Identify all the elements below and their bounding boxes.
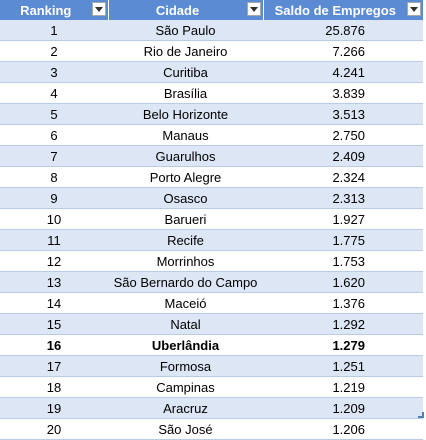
cell-cidade[interactable]: São Bernardo do Campo bbox=[108, 271, 263, 293]
cell-ranking[interactable]: 14 bbox=[0, 292, 108, 314]
cell-saldo[interactable]: 1.376 bbox=[263, 292, 423, 314]
table-row[interactable]: 7 Guarulhos 2.409 bbox=[0, 145, 423, 167]
cell-saldo[interactable]: 4.241 bbox=[263, 61, 423, 83]
cell-cidade[interactable]: Morrinhos bbox=[108, 250, 263, 272]
table-row[interactable]: 11 Recife 1.775 bbox=[0, 229, 423, 251]
cell-saldo[interactable]: 1.251 bbox=[263, 355, 423, 377]
cell-saldo[interactable]: 1.927 bbox=[263, 208, 423, 230]
cell-saldo[interactable]: 1.775 bbox=[263, 229, 423, 251]
dropdown-arrow-icon bbox=[94, 6, 103, 12]
dropdown-arrow-icon bbox=[410, 6, 418, 12]
cell-saldo[interactable]: 2.313 bbox=[263, 187, 423, 209]
header-cidade-label: Cidade bbox=[155, 2, 200, 18]
cell-cidade[interactable]: Campinas bbox=[108, 376, 263, 398]
cell-cidade[interactable]: Maceió bbox=[108, 292, 263, 314]
cell-cidade[interactable]: Brasília bbox=[108, 82, 263, 104]
table-row[interactable]: 18 Campinas 1.219 bbox=[0, 376, 423, 398]
table-resize-handle[interactable] bbox=[418, 412, 424, 418]
cell-saldo[interactable]: 3.839 bbox=[263, 82, 423, 104]
cell-saldo[interactable]: 1.209 bbox=[263, 397, 423, 419]
cell-ranking[interactable]: 13 bbox=[0, 271, 108, 293]
cell-cidade[interactable]: São José bbox=[108, 418, 263, 440]
table-row[interactable]: 2 Rio de Janeiro 7.266 bbox=[0, 40, 423, 62]
cell-ranking[interactable]: 11 bbox=[0, 229, 108, 251]
cell-cidade[interactable]: Manaus bbox=[108, 124, 263, 146]
cell-ranking[interactable]: 18 bbox=[0, 376, 108, 398]
cell-cidade[interactable]: Curitiba bbox=[108, 61, 263, 83]
table-row[interactable]: 13 São Bernardo do Campo 1.620 bbox=[0, 271, 423, 293]
cell-ranking[interactable]: 20 bbox=[0, 418, 108, 440]
table-row[interactable]: 15 Natal 1.292 bbox=[0, 313, 423, 335]
cell-ranking[interactable]: 8 bbox=[0, 166, 108, 188]
cell-saldo[interactable]: 1.206 bbox=[263, 418, 423, 440]
header-row: Ranking Cidade Saldo de Empregos bbox=[0, 0, 423, 20]
cell-cidade[interactable]: São Paulo bbox=[108, 20, 263, 41]
cell-cidade[interactable]: Belo Horizonte bbox=[108, 103, 263, 125]
table-row[interactable]: 5 Belo Horizonte 3.513 bbox=[0, 103, 423, 125]
table-row[interactable]: 4 Brasília 3.839 bbox=[0, 82, 423, 104]
table-row[interactable]: 3 Curitiba 4.241 bbox=[0, 61, 423, 83]
table-row[interactable]: 9 Osasco 2.313 bbox=[0, 187, 423, 209]
cell-cidade[interactable]: Natal bbox=[108, 313, 263, 335]
cell-ranking[interactable]: 4 bbox=[0, 82, 108, 104]
cell-saldo[interactable]: 1.292 bbox=[263, 313, 423, 335]
cell-cidade[interactable]: Recife bbox=[108, 229, 263, 251]
cell-saldo[interactable]: 2.750 bbox=[263, 124, 423, 146]
cell-cidade[interactable]: Osasco bbox=[108, 187, 263, 209]
cell-ranking[interactable]: 6 bbox=[0, 124, 108, 146]
cell-cidade[interactable]: Aracruz bbox=[108, 397, 263, 419]
cell-saldo[interactable]: 1.219 bbox=[263, 376, 423, 398]
table-row[interactable]: 8 Porto Alegre 2.324 bbox=[0, 166, 423, 188]
filter-ranking-button[interactable] bbox=[91, 2, 106, 16]
cell-ranking[interactable]: 1 bbox=[0, 20, 108, 41]
cell-cidade[interactable]: Rio de Janeiro bbox=[108, 40, 263, 62]
table-row[interactable]: 17 Formosa 1.251 bbox=[0, 355, 423, 377]
cell-ranking[interactable]: 16 bbox=[0, 334, 108, 356]
header-saldo: Saldo de Empregos bbox=[263, 0, 423, 20]
cell-cidade[interactable]: Porto Alegre bbox=[108, 166, 263, 188]
cell-ranking[interactable]: 9 bbox=[0, 187, 108, 209]
cell-saldo[interactable]: 1.279 bbox=[263, 334, 423, 356]
cell-cidade[interactable]: Barueri bbox=[108, 208, 263, 230]
cell-saldo[interactable]: 7.266 bbox=[263, 40, 423, 62]
header-cidade: Cidade bbox=[108, 0, 264, 20]
cell-saldo[interactable]: 25.876 bbox=[263, 20, 423, 41]
cell-ranking[interactable]: 5 bbox=[0, 103, 108, 125]
table-row[interactable]: 10 Barueri 1.927 bbox=[0, 208, 423, 230]
dropdown-arrow-icon bbox=[249, 6, 258, 12]
table-body: 1 São Paulo 25.876 2 Rio de Janeiro 7.266 3 Cur… bbox=[0, 20, 423, 440]
cell-cidade[interactable]: Uberlândia bbox=[108, 334, 263, 356]
cell-ranking[interactable]: 17 bbox=[0, 355, 108, 377]
filter-saldo-button[interactable] bbox=[407, 2, 421, 16]
table-row[interactable]: 1 São Paulo 25.876 bbox=[0, 20, 423, 41]
table-row[interactable]: 16 Uberlândia 1.279 bbox=[0, 334, 423, 356]
filter-cidade-button[interactable] bbox=[246, 2, 261, 16]
cell-ranking[interactable]: 3 bbox=[0, 61, 108, 83]
table-row[interactable]: 19 Aracruz 1.209 bbox=[0, 397, 423, 419]
cell-saldo[interactable]: 1.753 bbox=[263, 250, 423, 272]
header-ranking: Ranking bbox=[0, 0, 109, 20]
cell-saldo[interactable]: 2.324 bbox=[263, 166, 423, 188]
table-row[interactable]: 14 Maceió 1.376 bbox=[0, 292, 423, 314]
table-row[interactable]: 6 Manaus 2.750 bbox=[0, 124, 423, 146]
cell-saldo[interactable]: 1.620 bbox=[263, 271, 423, 293]
cell-saldo[interactable]: 2.409 bbox=[263, 145, 423, 167]
cell-ranking[interactable]: 2 bbox=[0, 40, 108, 62]
cell-saldo[interactable]: 3.513 bbox=[263, 103, 423, 125]
cell-ranking[interactable]: 12 bbox=[0, 250, 108, 272]
cell-ranking[interactable]: 7 bbox=[0, 145, 108, 167]
cell-ranking[interactable]: 19 bbox=[0, 397, 108, 419]
header-saldo-label: Saldo de Empregos bbox=[274, 2, 396, 18]
cell-ranking[interactable]: 15 bbox=[0, 313, 108, 335]
cell-ranking[interactable]: 10 bbox=[0, 208, 108, 230]
table-row[interactable]: 20 São José 1.206 bbox=[0, 418, 423, 440]
cell-cidade[interactable]: Formosa bbox=[108, 355, 263, 377]
header-ranking-label: Ranking bbox=[20, 2, 72, 18]
table-row[interactable]: 12 Morrinhos 1.753 bbox=[0, 250, 423, 272]
cell-cidade[interactable]: Guarulhos bbox=[108, 145, 263, 167]
